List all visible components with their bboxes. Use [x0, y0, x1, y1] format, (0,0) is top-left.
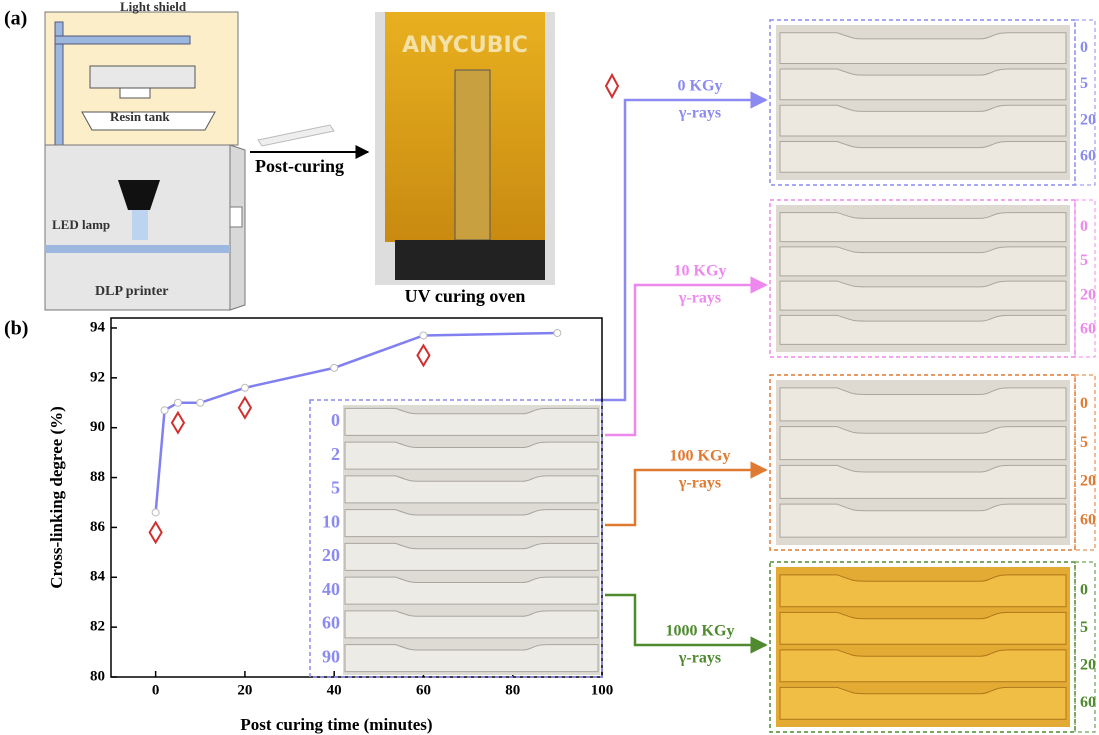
rays-label: γ-rays: [678, 650, 721, 667]
y-tick-label: 80: [90, 668, 105, 684]
y-tick-label: 92: [90, 369, 105, 385]
y-tick-label: 94: [90, 319, 106, 335]
arrow: [595, 100, 766, 400]
sample-label: 60: [1080, 511, 1096, 528]
sample-label: 60: [1080, 148, 1096, 165]
sample-label: 60: [1080, 321, 1096, 338]
dose-label: 10 KGy: [674, 263, 727, 280]
sample-label: 5: [1080, 75, 1088, 92]
diamond-point: [417, 345, 429, 365]
y-tick-label: 82: [90, 619, 105, 635]
panel-label: (a): [4, 8, 27, 30]
inset-label: 40: [322, 579, 340, 599]
diamond-point: [239, 398, 251, 418]
x-tick-label: 100: [591, 682, 614, 698]
specimen: [258, 125, 334, 146]
sample-label: 0: [1080, 218, 1088, 235]
sample-label: 20: [1080, 656, 1096, 673]
x-tick-label: 80: [505, 682, 520, 698]
sample-label: 20: [1080, 111, 1096, 128]
oven-base: [395, 240, 545, 280]
sample-label: 60: [1080, 694, 1096, 711]
y-tick-label: 86: [90, 519, 106, 535]
arrow: [605, 285, 766, 435]
sample-label: 5: [1080, 619, 1088, 636]
panel-label: (b): [4, 318, 28, 340]
sample-label: 5: [1080, 252, 1088, 269]
brand: ANYCUBIC: [402, 33, 528, 58]
x-tick-label: 0: [152, 682, 160, 698]
diamond-point: [172, 413, 184, 433]
inset-label: 5: [331, 478, 340, 498]
y-tick-label: 84: [90, 569, 106, 585]
point: [554, 329, 561, 336]
sample-label: 20: [1080, 286, 1096, 303]
label: Post-curing: [255, 156, 344, 176]
point: [420, 332, 427, 339]
y-tick-label: 88: [90, 469, 105, 485]
diamond-icon: [606, 75, 618, 97]
dose-label: 100 KGy: [670, 448, 731, 465]
platform: [90, 66, 195, 88]
beam: [132, 210, 148, 240]
sample-label: 0: [1080, 395, 1088, 412]
point: [241, 384, 248, 391]
inset-label: 20: [322, 545, 340, 565]
rays-label: γ-rays: [678, 290, 721, 307]
point: [152, 509, 159, 516]
sample-label: 20: [1080, 473, 1096, 490]
x-tick-label: 20: [237, 682, 252, 698]
dose-label: 0 KGy: [678, 78, 723, 95]
label: Light shield: [120, 0, 187, 14]
label: LED lamp: [52, 217, 110, 232]
sample-label: 0: [1080, 581, 1088, 598]
arm: [55, 36, 190, 44]
dose-label: 1000 KGy: [666, 623, 735, 640]
rod: [455, 70, 490, 240]
inset-label: 10: [322, 511, 340, 531]
sample-label: 0: [1080, 39, 1088, 56]
x-axis-label: Post curing time (minutes): [240, 715, 432, 734]
x-tick-label: 60: [416, 682, 431, 698]
holder: [120, 88, 150, 98]
rays-label: γ-rays: [678, 475, 721, 492]
inset-label: 0: [331, 410, 340, 430]
inset-label: 60: [322, 613, 340, 633]
inset-label: 90: [322, 646, 340, 666]
y-tick-label: 90: [90, 419, 105, 435]
diamond-point: [150, 522, 162, 542]
point: [331, 364, 338, 371]
x-tick-label: 40: [327, 682, 342, 698]
inset-label: 2: [331, 444, 340, 464]
figure: (a) Light shield Resin tank LED lamp DLP…: [0, 0, 1099, 735]
point: [197, 399, 204, 406]
sample-label: 5: [1080, 434, 1088, 451]
point: [174, 399, 181, 406]
label: UV curing oven: [405, 286, 526, 306]
label: DLP printer: [95, 284, 169, 299]
y-axis-label: Cross-linking degree (%): [47, 406, 66, 589]
beam-bar: [45, 245, 230, 253]
rays-label: γ-rays: [678, 105, 721, 122]
door: [230, 207, 242, 227]
point: [161, 407, 168, 414]
label: Resin tank: [110, 109, 170, 124]
